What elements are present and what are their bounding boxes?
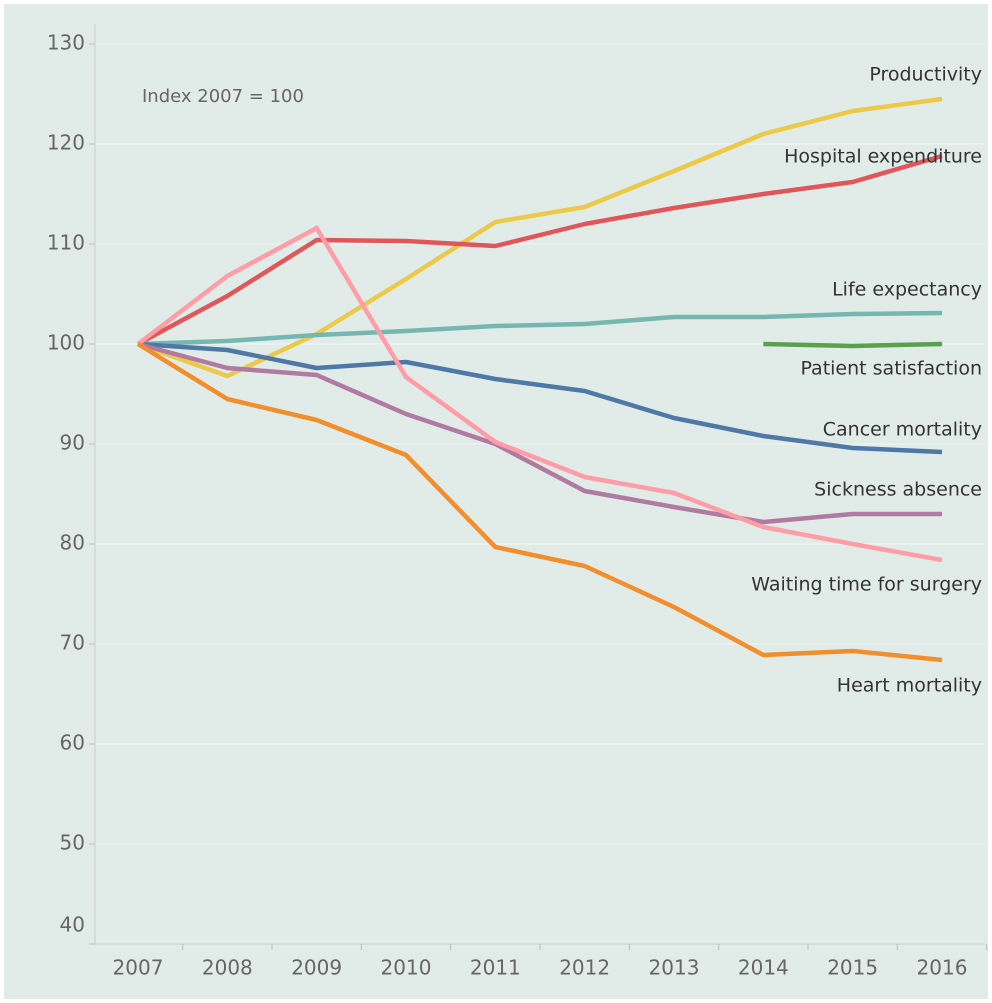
series-label: Life expectancy	[832, 279, 982, 301]
series-label: Sickness absence	[814, 479, 982, 501]
series-line	[137, 96, 943, 379]
y-tick-label: 130	[47, 31, 85, 55]
series-label: Cancer mortality	[823, 419, 982, 441]
x-tick-label: 2010	[381, 956, 432, 980]
y-tick-label: 60	[60, 731, 85, 755]
x-tick-label: 2016	[917, 956, 968, 980]
y-tick-label: 120	[47, 131, 85, 155]
y-tick-label: 80	[60, 531, 85, 555]
y-tick-label: 70	[60, 631, 85, 655]
annotation: Index 2007 = 100	[142, 86, 304, 107]
series-line	[763, 341, 943, 349]
series-label: Hospital expenditure	[784, 146, 982, 168]
y-tick-label: 50	[60, 831, 85, 855]
plot-background	[4, 4, 988, 999]
y-tick-label: 90	[60, 431, 85, 455]
series-line	[136, 342, 943, 663]
x-tick-label: 2011	[470, 956, 521, 980]
y-tick-label: 100	[47, 331, 85, 355]
series-line	[137, 341, 942, 525]
x-tick-label: 2015	[827, 956, 878, 980]
x-tick-label: 2008	[202, 956, 253, 980]
x-tick-label: 2007	[113, 956, 164, 980]
series-line	[137, 341, 943, 455]
series-line	[137, 310, 943, 347]
series-label: Heart mortality	[837, 675, 982, 697]
series-label: Patient satisfaction	[800, 358, 982, 380]
series-label: Productivity	[869, 64, 982, 86]
series-line	[136, 225, 943, 563]
x-tick-label: 2009	[291, 956, 342, 980]
series-line	[136, 153, 943, 346]
y-tick-label: 110	[47, 231, 85, 255]
x-tick-label: 2012	[559, 956, 610, 980]
series-label: Waiting time for surgery	[751, 574, 982, 596]
x-tick-label: 2014	[738, 956, 789, 980]
y-tick-label: 40	[60, 913, 85, 937]
x-tick-label: 2013	[649, 956, 700, 980]
